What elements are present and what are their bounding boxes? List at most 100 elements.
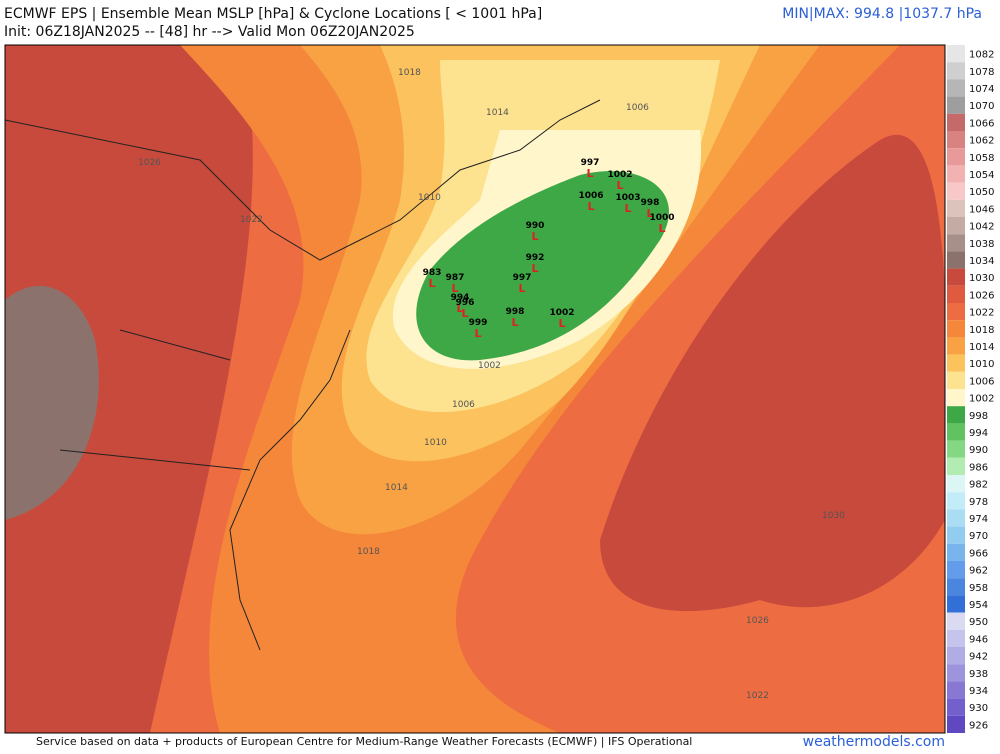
colorbar-label: 986 bbox=[969, 462, 988, 473]
low-pressure: 999 bbox=[469, 318, 488, 328]
colorbar-label: 950 bbox=[969, 617, 988, 628]
colorbar-swatch bbox=[947, 45, 965, 63]
field bbox=[5, 285, 99, 520]
colorbar-swatch bbox=[947, 595, 965, 613]
colorbar-swatch bbox=[947, 389, 965, 407]
colorbar-label: 1082 bbox=[969, 50, 994, 61]
contour-label: 1022 bbox=[746, 691, 769, 701]
init: Init: 06Z18JAN2025 -- [48] hr --> Valid … bbox=[4, 24, 415, 40]
colorbar-label: 1046 bbox=[969, 204, 994, 215]
colorbar-label: 1002 bbox=[969, 394, 994, 405]
colorbar-label: 934 bbox=[969, 686, 988, 697]
colorbar-swatch bbox=[947, 475, 965, 493]
low-marker: L bbox=[428, 277, 435, 290]
field bbox=[416, 171, 669, 361]
borders bbox=[5, 99, 601, 651]
colorbar-label: 942 bbox=[969, 652, 988, 663]
colorbar-swatch bbox=[947, 629, 965, 647]
colorbar-swatch bbox=[947, 354, 965, 372]
low-marker: L bbox=[461, 307, 468, 320]
contour-label: 1018 bbox=[357, 547, 380, 557]
colorbar-swatch bbox=[947, 681, 965, 699]
low-pressure: 1002 bbox=[549, 308, 574, 318]
colorbar-label: 1006 bbox=[969, 376, 994, 387]
colorbar-swatch bbox=[947, 492, 965, 510]
colorbar-swatch bbox=[947, 113, 965, 131]
colorbar-label: 994 bbox=[969, 428, 988, 439]
colorbar-label: 962 bbox=[969, 566, 988, 577]
colorbar-swatch bbox=[947, 561, 965, 579]
colorbar-swatch bbox=[947, 371, 965, 389]
colorbar-swatch bbox=[947, 423, 965, 441]
low-pressure: 992 bbox=[526, 253, 545, 263]
colorbar-label: 1042 bbox=[969, 222, 994, 233]
credit: Service based on data + products of Euro… bbox=[36, 735, 692, 748]
colorbar-label: 958 bbox=[969, 583, 988, 594]
colorbar-swatch bbox=[947, 234, 965, 252]
low-pressure: 996 bbox=[456, 298, 475, 308]
low-marker: L bbox=[531, 230, 538, 243]
contour-label: 1002 bbox=[478, 361, 501, 371]
colorbar-swatch bbox=[947, 320, 965, 338]
colorbar-label: 1030 bbox=[969, 273, 994, 284]
colorbar-swatch bbox=[947, 182, 965, 200]
colorbar-label: 1066 bbox=[969, 118, 994, 129]
low-pressure: 998 bbox=[641, 198, 660, 208]
colorbar-swatch bbox=[947, 457, 965, 475]
colorbar-label: 1062 bbox=[969, 136, 994, 147]
low-pressure: 998 bbox=[506, 307, 525, 317]
low-pressure: 1000 bbox=[649, 213, 674, 223]
contour-label: 1022 bbox=[240, 215, 263, 225]
low-marker: L bbox=[518, 282, 525, 295]
low-pressure: 983 bbox=[423, 268, 442, 278]
colorbar-swatch bbox=[947, 647, 965, 665]
colorbar-label: 1078 bbox=[969, 67, 994, 78]
low-marker: L bbox=[558, 317, 565, 330]
low-marker: L bbox=[616, 179, 623, 192]
colorbar-label: 1014 bbox=[969, 342, 994, 353]
low-marker: L bbox=[456, 302, 463, 315]
colorbar-swatch bbox=[947, 612, 965, 630]
low-marker: L bbox=[646, 207, 653, 220]
colorbar-label: 970 bbox=[969, 531, 988, 542]
low-pressure: 1006 bbox=[578, 191, 603, 201]
contour-label: 1026 bbox=[746, 616, 769, 626]
colorbar-swatch bbox=[947, 337, 965, 355]
colorbar-swatch bbox=[947, 62, 965, 80]
contour-label: 1030 bbox=[822, 511, 845, 521]
colorbar-label: 978 bbox=[969, 497, 988, 508]
colorbar-label: 998 bbox=[969, 411, 988, 422]
low-marker: L bbox=[474, 327, 481, 340]
contour-label: 1010 bbox=[424, 438, 447, 448]
field bbox=[600, 134, 945, 612]
colorbar-label: 1026 bbox=[969, 290, 994, 301]
contour-label: 1026 bbox=[138, 158, 161, 168]
contour-label: 1006 bbox=[626, 103, 649, 113]
colorbar-label: 926 bbox=[969, 720, 988, 731]
colorbar-swatch bbox=[947, 131, 965, 149]
colorbar-swatch bbox=[947, 79, 965, 97]
colorbar-label: 1070 bbox=[969, 101, 994, 112]
colorbar-swatch bbox=[947, 303, 965, 321]
colorbar-label: 938 bbox=[969, 669, 988, 680]
map-frame bbox=[4, 44, 946, 734]
colorbar-swatch bbox=[947, 285, 965, 303]
colorbar-swatch bbox=[947, 165, 965, 183]
colorbar-swatch bbox=[947, 698, 965, 716]
low-pressure: 997 bbox=[581, 158, 600, 168]
colorbar-swatch bbox=[947, 217, 965, 235]
colorbar-label: 990 bbox=[969, 445, 988, 456]
low-pressure: 990 bbox=[526, 221, 545, 231]
low-pressure: 997 bbox=[513, 273, 532, 283]
map bbox=[5, 45, 945, 733]
colorbar-swatch bbox=[947, 664, 965, 682]
colorbar-label: 1050 bbox=[969, 187, 994, 198]
low-marker: L bbox=[531, 262, 538, 275]
colorbar-swatch bbox=[947, 406, 965, 424]
colorbar-label: 1018 bbox=[969, 325, 994, 336]
colorbar-label: 974 bbox=[969, 514, 988, 525]
colorbar-label: 966 bbox=[969, 548, 988, 559]
colorbar-label: 982 bbox=[969, 480, 988, 491]
colorbar-swatch bbox=[947, 199, 965, 217]
